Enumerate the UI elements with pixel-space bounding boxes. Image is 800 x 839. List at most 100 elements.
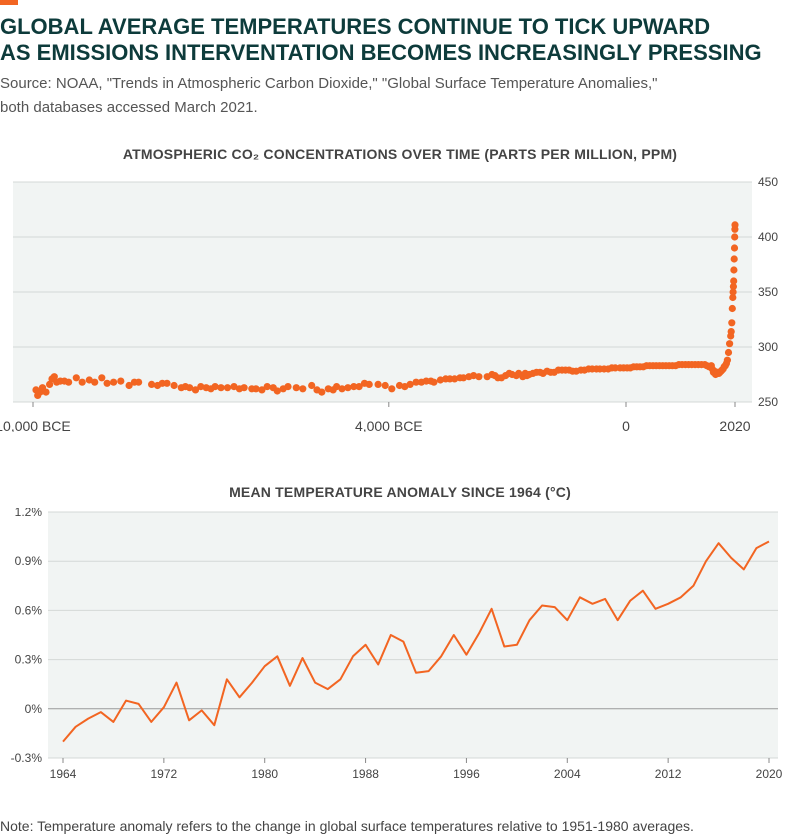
- co2-data-point: [726, 340, 734, 348]
- co2-data-point: [258, 386, 266, 394]
- co2-data-point: [412, 378, 420, 386]
- co2-chart-title: ATMOSPHERIC CO₂ CONCENTRATIONS OVER TIME…: [122, 146, 678, 162]
- co2-data-point: [381, 381, 389, 390]
- footnote: Note: Temperature anomaly refers to the …: [0, 818, 694, 834]
- co2-chart: 450 400 350 300 250 10,000 BCE 4,000 BCE 0 2020: [0, 175, 778, 432]
- co2-data-point: [223, 384, 232, 392]
- temp-y-tick-label: -0.3%: [11, 751, 43, 765]
- co2-data-point: [46, 380, 54, 388]
- co2-data-point: [78, 378, 86, 386]
- co2-data-point: [730, 266, 738, 274]
- co2-data-point: [355, 383, 363, 391]
- temp-plot-area: [48, 512, 778, 758]
- co2-data-point: [730, 277, 738, 285]
- temp-y-tick-label: 0.3%: [15, 653, 43, 667]
- co2-x-tick-label: 4,000 BCE: [355, 418, 423, 432]
- co2-data-point: [333, 383, 341, 391]
- temp-x-tick-label: 2020: [756, 767, 783, 781]
- co2-data-point: [50, 373, 58, 381]
- temp-x-tick-label: 1964: [50, 767, 77, 781]
- co2-data-point: [731, 221, 739, 229]
- co2-data-point: [459, 374, 468, 382]
- co2-data-point: [65, 378, 73, 386]
- co2-data-point: [85, 376, 93, 384]
- title-line-1: GLOBAL AVERAGE TEMPERATURES CONTINUE TO …: [0, 14, 711, 39]
- page-title: GLOBAL AVERAGE TEMPERATURES CONTINUE TO …: [0, 14, 790, 66]
- source-line-2: both databases accessed March 2021.: [0, 99, 258, 116]
- co2-data-point: [365, 380, 373, 388]
- temp-x-tick-label: 1996: [453, 767, 480, 781]
- co2-data-point: [110, 378, 118, 386]
- co2-data-point: [284, 383, 292, 391]
- temp-x-tick-label: 1980: [251, 767, 278, 781]
- temp-y-tick-label: 0.6%: [15, 603, 43, 617]
- co2-data-point: [729, 282, 738, 291]
- co2-y-tick-label: 350: [758, 285, 778, 299]
- co2-data-point: [729, 293, 737, 302]
- temp-y-tick-label: 1.2%: [15, 508, 43, 519]
- temp-chart: 1.2% 0.9% 0.6% 0.3% 0% -0.3% 1964 1972 1980 1988 1…: [11, 508, 783, 781]
- co2-data-point: [451, 375, 459, 383]
- temp-chart-title: MEAN TEMPERATURE ANOMALY SINCE 1964 (°C): [229, 484, 571, 500]
- temp-x-tick-label: 2004: [554, 767, 581, 781]
- co2-y-tick-label: 250: [758, 395, 778, 409]
- co2-x-tick-label: 10,000 BCE: [0, 418, 71, 432]
- co2-data-point: [230, 383, 238, 391]
- co2-data-point: [170, 381, 178, 390]
- source-line-1: Source: NOAA, "Trends in Atmospheric Car…: [0, 75, 658, 92]
- co2-data-point: [727, 328, 735, 336]
- co2-data-point: [430, 378, 438, 386]
- co2-data-point: [728, 304, 736, 313]
- co2-y-tick-label: 400: [758, 230, 778, 244]
- co2-data-point: [318, 388, 326, 396]
- co2-data-point: [344, 384, 352, 392]
- co2-y-tick-label: 450: [758, 175, 778, 189]
- temp-x-tick-label: 2012: [655, 767, 682, 781]
- co2-data-point: [723, 356, 732, 364]
- co2-x-tick-label: 0: [622, 418, 630, 432]
- co2-data-point: [240, 384, 248, 392]
- temp-x-tick-label: 1972: [151, 767, 178, 781]
- co2-data-point: [308, 381, 316, 390]
- co2-data-point: [299, 385, 307, 393]
- co2-data-point: [217, 384, 225, 392]
- temp-y-tick-label: 0.9%: [15, 554, 43, 568]
- co2-data-point: [186, 384, 194, 392]
- temp-series-line: [62, 540, 770, 743]
- co2-data-point: [103, 379, 111, 387]
- co2-data-point: [731, 233, 739, 241]
- co2-data-point: [125, 381, 133, 390]
- co2-y-tick-label: 300: [758, 340, 778, 354]
- co2-data-point: [252, 385, 260, 393]
- temp-x-tick-label: 1988: [352, 767, 379, 781]
- co2-data-point: [374, 380, 382, 388]
- temp-y-tick-label: 0%: [25, 702, 43, 716]
- co2-x-tick-label: 2020: [719, 418, 750, 432]
- co2-data-point: [117, 377, 125, 385]
- co2-data-point: [730, 255, 738, 263]
- accent-bar: [0, 0, 18, 5]
- co2-data-point: [388, 385, 396, 393]
- co2-data-point: [148, 380, 156, 388]
- co2-data-point: [730, 244, 739, 252]
- co2-data-point: [273, 387, 281, 395]
- co2-data-point: [211, 383, 219, 391]
- co2-data-point: [292, 384, 300, 392]
- co2-data-point: [406, 380, 414, 388]
- source-text: Source: NOAA, "Trends in Atmospheric Car…: [0, 72, 790, 120]
- co2-data-point: [163, 379, 171, 387]
- co2-data-point: [135, 378, 143, 386]
- co2-data-point: [191, 386, 200, 394]
- co2-data-point: [72, 374, 80, 382]
- co2-data-point: [724, 348, 733, 357]
- co2-data-point: [729, 288, 737, 296]
- co2-data-point: [728, 319, 736, 327]
- co2-data-point: [475, 373, 483, 381]
- co2-data-point: [197, 383, 205, 391]
- title-line-2: AS EMISSIONS INTERVENTATION BECOMES INCR…: [0, 40, 762, 65]
- co2-data-point: [263, 383, 271, 391]
- co2-data-point: [350, 383, 358, 391]
- co2-data-point: [91, 378, 99, 386]
- co2-data-point: [98, 374, 106, 382]
- co2-data-point: [338, 385, 346, 393]
